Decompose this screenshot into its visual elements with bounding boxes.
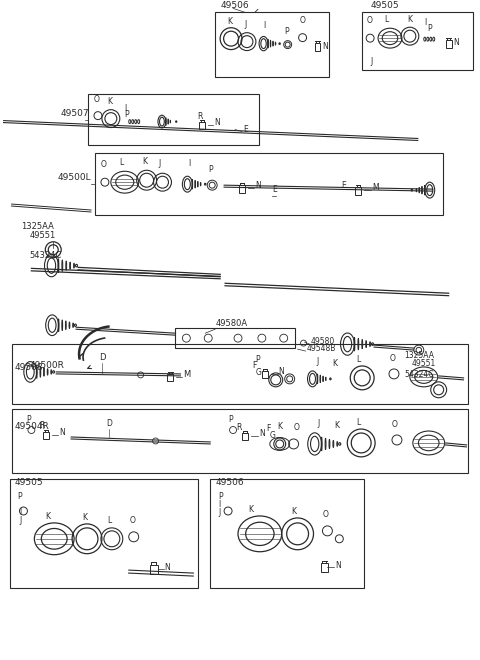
Text: L: L [119,158,123,167]
Text: P: P [208,165,213,174]
Text: N: N [259,429,264,438]
Text: O: O [366,16,372,25]
Text: I: I [124,104,126,113]
Text: 49505: 49505 [14,478,43,487]
Text: L: L [384,15,388,24]
Bar [88,94,259,145]
Bar [210,479,364,589]
Text: 49505: 49505 [370,1,399,11]
Text: 49551: 49551 [29,231,56,240]
Text: K: K [407,15,412,24]
Bar [215,13,329,77]
Text: J: J [158,159,161,168]
Text: L: L [356,418,360,427]
Text: G: G [270,431,276,440]
Text: 54324C: 54324C [29,251,61,259]
Text: L: L [356,355,360,364]
Text: N: N [323,42,328,51]
Text: I: I [218,500,220,509]
Text: I: I [424,18,426,27]
Text: J: J [370,57,372,66]
Text: P: P [285,26,289,36]
Text: O: O [390,354,396,363]
Text: 49580: 49580 [311,337,335,346]
Text: K: K [143,157,148,166]
Text: 54324C: 54324C [404,370,433,379]
Text: K: K [335,421,339,430]
Text: K: K [292,507,297,516]
Text: 49506: 49506 [220,1,249,11]
Text: K: K [82,513,87,522]
Text: 49506: 49506 [215,478,244,487]
Text: O: O [101,160,107,169]
Text: P: P [228,415,233,424]
Text: 49500L: 49500L [57,173,91,182]
Text: 49504R: 49504R [14,422,49,431]
Text: 1325AA: 1325AA [22,222,54,231]
Text: M: M [372,183,379,192]
Text: R: R [39,421,45,430]
Text: N: N [165,562,170,572]
Text: 49507: 49507 [60,109,89,117]
Bar [10,479,198,589]
Text: K: K [332,359,337,368]
Text: K: K [248,505,253,514]
Text: 1325AA: 1325AA [404,351,434,360]
Text: E: E [243,125,248,133]
Text: N: N [336,560,341,570]
Text: I: I [188,159,191,168]
Text: F: F [252,361,256,370]
Text: I: I [20,508,22,517]
Text: J: J [316,357,319,366]
Bar [12,344,468,404]
Text: 49508: 49508 [14,363,43,372]
Text: D: D [106,419,112,428]
Text: P: P [427,24,432,33]
Text: O: O [130,516,136,525]
Text: O: O [294,423,300,432]
Text: N: N [279,367,285,376]
Text: P: P [255,355,260,364]
Bar [95,153,443,215]
Text: J: J [20,516,22,525]
Text: 49500R: 49500R [29,361,64,370]
Text: K: K [45,512,50,521]
Text: N: N [454,38,459,47]
Text: F: F [266,424,270,433]
Text: O: O [392,420,398,429]
Text: 49551: 49551 [412,359,436,368]
Text: K: K [227,16,232,26]
Text: P: P [17,492,22,501]
Text: J: J [218,508,220,517]
Text: K: K [278,422,283,431]
Text: O: O [94,95,100,104]
Text: 49580A: 49580A [215,319,247,328]
Text: L: L [107,516,111,525]
Text: P: P [124,110,129,119]
Text: J: J [244,20,246,29]
Text: J: J [317,419,320,428]
Text: O: O [323,510,328,519]
Text: N: N [255,181,261,190]
Text: I: I [263,20,265,30]
Bar [12,409,468,473]
Text: M: M [183,370,191,379]
Text: R: R [236,423,241,432]
Text: E: E [272,185,276,194]
Text: P: P [218,492,223,501]
Text: P: P [26,415,31,424]
Text: 49548B: 49548B [307,344,336,353]
Text: O: O [300,16,305,24]
Text: R: R [197,112,203,121]
Text: K: K [107,97,112,106]
Text: N: N [59,428,65,437]
Text: G: G [256,368,262,377]
Bar [362,13,473,70]
Text: E: E [341,181,346,190]
Text: D: D [99,353,106,362]
Text: N: N [214,117,220,127]
